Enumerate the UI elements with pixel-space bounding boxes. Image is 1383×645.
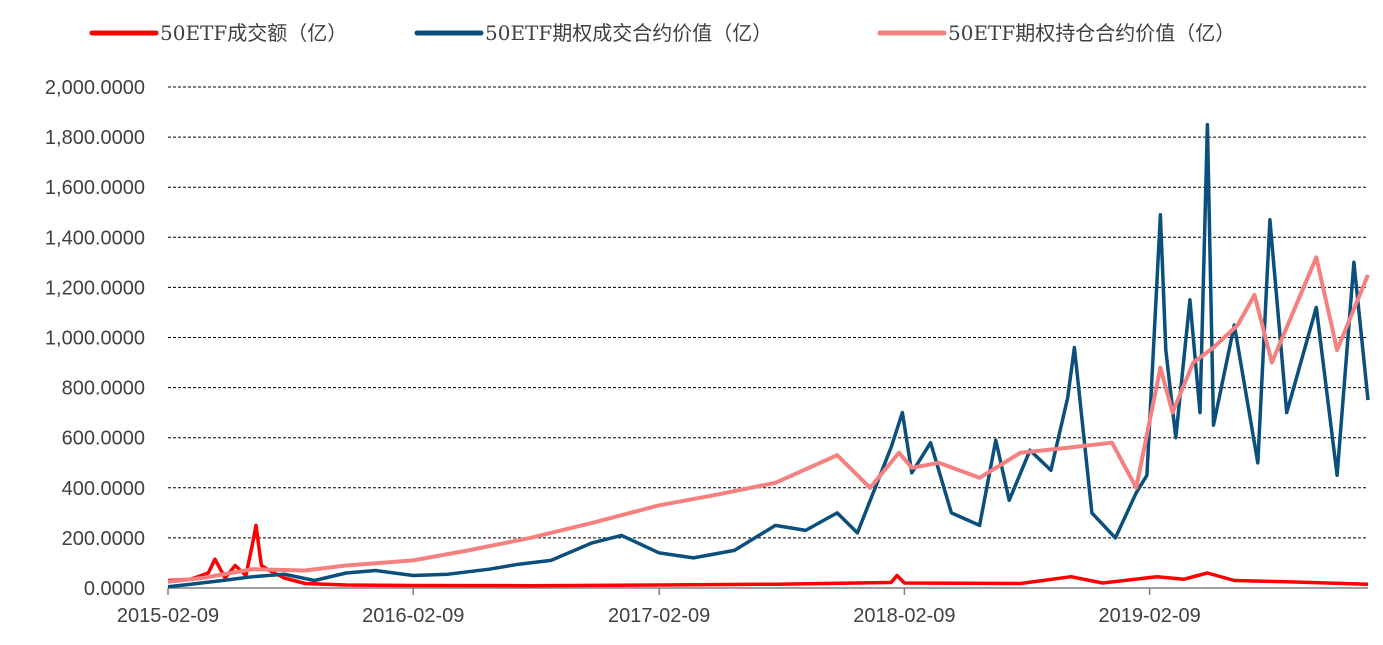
y-tick-label: 600.0000 [62, 428, 145, 450]
y-tick-label: 1,600.0000 [45, 177, 145, 199]
x-tick-label: 2016-02-09 [362, 605, 464, 627]
x-axis-ticks: 2015-02-09 2016-02-09 2017-02-09 2018-02-09… [117, 588, 1201, 627]
legend: 50ETF成交额（亿） 50ETF期权成交合约价值（亿） 50ETF期权持仓合约价值… [89, 21, 1235, 45]
series-line-3 [167, 255, 1370, 584]
gridlines [168, 86, 1368, 589]
x-tick-label: 2017-02-09 [608, 605, 710, 627]
series-line-1 [167, 523, 1369, 588]
y-tick-label: 400.0000 [62, 478, 145, 500]
legend-label: 50ETF期权成交合约价值（亿） [485, 21, 772, 45]
y-tick-label: 800.0000 [62, 378, 145, 400]
legend-label: 50ETF成交额（亿） [160, 21, 347, 45]
series-line-2 [167, 122, 1370, 589]
series-layer [167, 122, 1370, 589]
x-tick-label: 2019-02-09 [1098, 605, 1200, 627]
y-tick-label: 1,400.0000 [45, 227, 145, 249]
x-tick-label: 2018-02-09 [853, 605, 955, 627]
y-tick-label: 200.0000 [62, 528, 145, 550]
y-tick-label: 0.0000 [84, 578, 145, 600]
legend-label: 50ETF期权持仓合约价值（亿） [948, 21, 1235, 45]
y-tick-label: 1,800.0000 [45, 127, 145, 149]
y-axis-ticks: 0.0000 200.0000 400.0000 600.0000 800.0000 1,… [45, 77, 145, 600]
x-tick-label: 2015-02-09 [117, 605, 219, 627]
y-tick-label: 2,000.0000 [45, 77, 145, 99]
y-tick-label: 1,000.0000 [45, 328, 145, 350]
y-tick-label: 1,200.0000 [45, 277, 145, 299]
